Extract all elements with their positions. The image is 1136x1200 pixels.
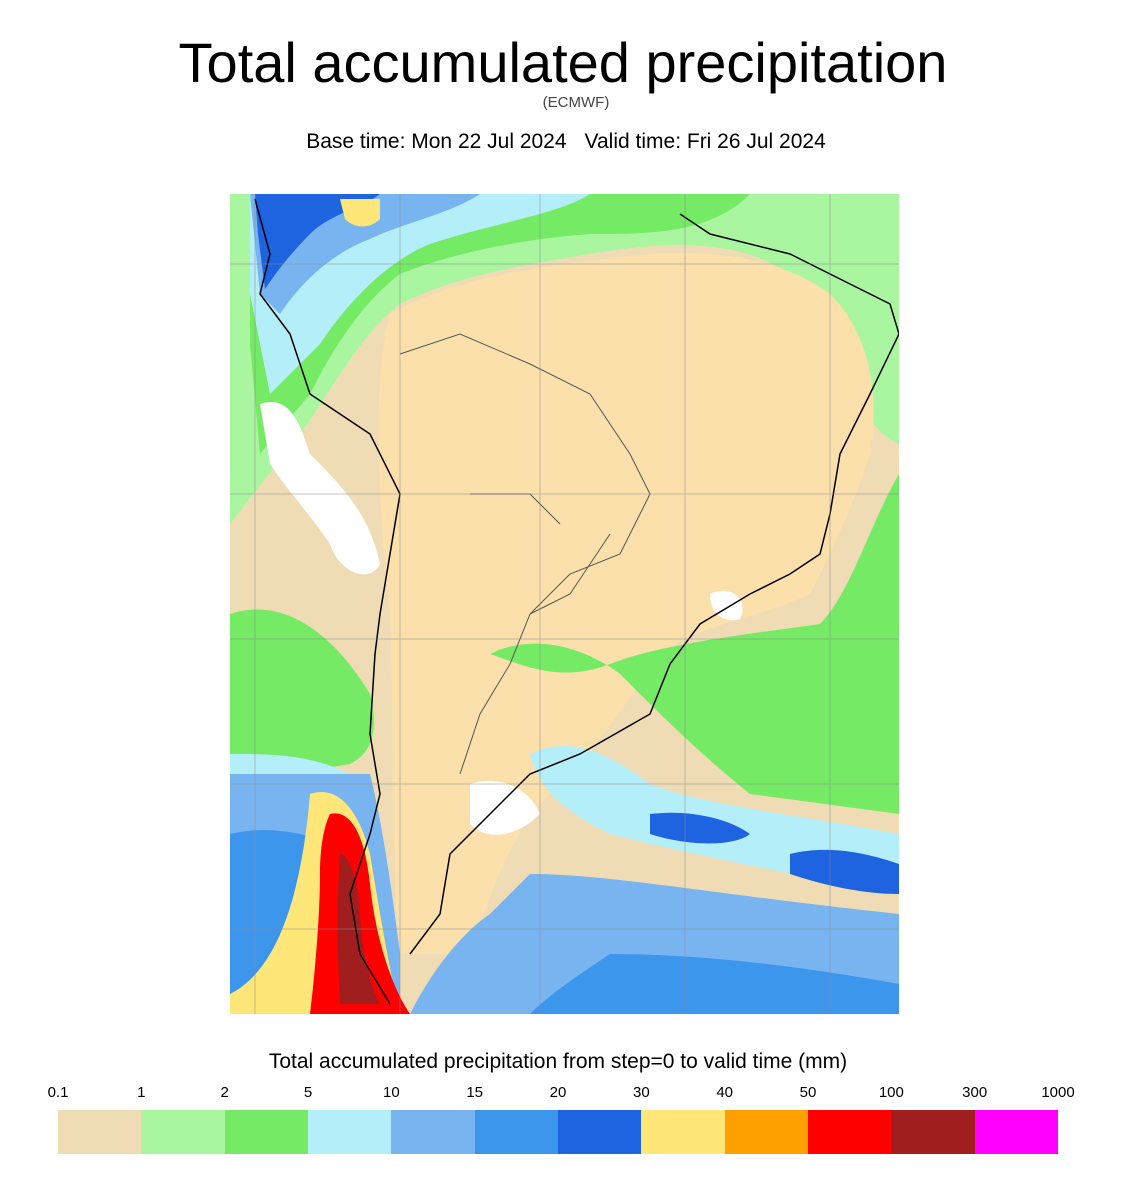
precip-30mm-north	[340, 199, 380, 227]
legend-tick-label: 20	[549, 1084, 567, 1101]
coastline-south-america	[254, 198, 899, 1005]
legend-tick-label: 1000	[1041, 1084, 1075, 1101]
chart-source: (ECMWF)	[542, 94, 610, 111]
legend-swatch	[974, 1110, 1058, 1154]
legend-swatch	[141, 1110, 225, 1154]
legend-tick-label: 0.1	[47, 1084, 69, 1101]
legend-swatch	[724, 1110, 808, 1154]
legend-tick-labels: 0.1 1 2 5 10 15 20 30 40 50 100 300 1000	[0, 1084, 1136, 1104]
precip-5mm-south	[230, 745, 899, 894]
map-svg	[230, 194, 899, 1014]
legend-tick-label: 2	[220, 1084, 229, 1101]
legend-colorbar	[58, 1110, 1058, 1154]
precip-15mm-south	[230, 830, 899, 1014]
legend-tick-label: 50	[799, 1084, 817, 1101]
legend-tick-label: 10	[382, 1084, 400, 1101]
legend-swatch	[891, 1110, 975, 1154]
legend-swatch	[224, 1110, 308, 1154]
valid-time: Valid time: Fri 26 Jul 2024	[584, 130, 826, 153]
legend-tick-label: 30	[632, 1084, 650, 1101]
legend-tick-label: 1	[137, 1084, 146, 1101]
legend-tick-label: 15	[466, 1084, 483, 1101]
legend-swatch	[557, 1110, 642, 1154]
precip-20mm-north	[255, 194, 380, 289]
precip-10mm-south	[230, 774, 899, 1014]
legend-tick-label: 300	[962, 1084, 988, 1101]
legend-swatch	[474, 1110, 558, 1154]
precipitation-map	[230, 194, 899, 1014]
time-info: Base time: Mon 22 Jul 2024 Valid time: Fr…	[0, 130, 1132, 154]
legend-swatch	[391, 1110, 475, 1154]
legend-swatch	[58, 1110, 142, 1154]
precip-2mm-south	[230, 474, 899, 814]
legend-tick-label: 5	[303, 1084, 313, 1101]
dry-patch-west	[260, 402, 380, 575]
dry-interior	[378, 253, 874, 954]
precip-20mm-south	[650, 812, 899, 894]
chart-title: Total accumulated precipitation	[178, 31, 948, 94]
base-time: Base time: Mon 22 Jul 2024	[306, 130, 567, 153]
legend-swatch	[641, 1110, 725, 1154]
map-graticule	[230, 194, 899, 1014]
legend-tick-label: 100	[878, 1084, 904, 1101]
dry-patch-pampa	[470, 780, 540, 835]
precip-100mm-patagonia	[310, 813, 410, 1014]
precip-1mm-north	[230, 194, 899, 524]
legend-swatch	[807, 1110, 892, 1154]
legend-title: Total accumulated precipitation from ste…	[268, 1050, 848, 1073]
legend-swatch	[307, 1110, 392, 1154]
legend-tick-label: 40	[716, 1084, 733, 1101]
